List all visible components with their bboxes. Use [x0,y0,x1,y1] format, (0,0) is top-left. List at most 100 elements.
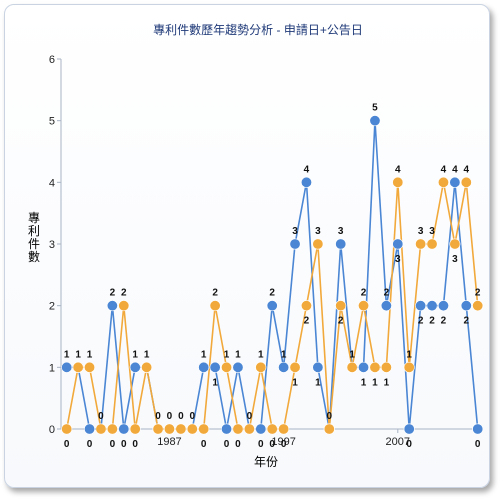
data-label: 2 [464,316,470,327]
data-point-series-2 [175,423,187,435]
data-label: 1 [406,349,412,360]
data-label: 3 [338,226,344,237]
data-point-series-2 [198,423,210,435]
data-point-series-2 [72,361,84,373]
data-point-series-2 [243,423,255,435]
data-point-series-1 [335,238,347,250]
data-label: 0 [475,439,481,450]
data-label: 1 [87,349,93,360]
y-tick-label: 4 [49,177,55,189]
data-point-series-1 [403,423,415,435]
data-label: 3 [418,226,424,237]
series-points [61,115,484,435]
data-label: 0 [201,439,207,450]
data-point-series-2 [323,423,335,435]
data-label: 1 [372,377,378,388]
data-point-series-2 [472,300,484,312]
data-label: 2 [418,316,424,327]
data-point-series-2 [437,176,449,188]
data-point-series-1 [369,115,381,127]
y-tick-label: 1 [49,362,55,374]
data-label: 1 [281,349,287,360]
data-point-series-1 [129,361,141,373]
data-label: 3 [429,226,435,237]
data-label: 0 [281,439,287,450]
data-label: 1 [361,377,367,388]
data-point-series-2 [95,423,107,435]
data-point-series-1 [300,176,312,188]
data-label: 2 [384,288,390,299]
y-tick-label: 6 [49,54,55,66]
chart-axes: 0 1 2 3 4 5 6 1987 1997 2007 [49,54,472,448]
data-label: 0 [247,411,253,422]
data-point-series-1 [278,361,290,373]
data-point-series-1 [106,300,118,312]
data-label: 4 [304,164,310,175]
data-label: 3 [452,254,458,265]
data-label: 2 [475,288,481,299]
series-line-1 [66,120,479,430]
data-point-series-1 [84,423,96,435]
data-label: 2 [212,288,218,299]
data-label: 1 [258,349,264,360]
data-point-series-2 [403,361,415,373]
data-label: 1 [315,377,321,388]
data-point-series-2 [449,238,461,250]
data-label: 1 [64,349,70,360]
data-point-series-1 [209,361,221,373]
x-axis-title: 年份 [254,455,278,469]
series-lines [65,120,479,430]
data-label: 2 [429,316,435,327]
data-point-series-2 [129,423,141,435]
data-label: 3 [292,226,298,237]
data-label: 2 [441,316,447,327]
data-label: 1 [235,349,241,360]
data-point-series-2 [186,423,198,435]
data-point-series-2 [141,361,153,373]
data-point-series-1 [415,300,427,312]
data-label: 0 [327,411,333,422]
data-point-series-2 [300,300,312,312]
x-tick-label: 1997 [271,436,295,448]
data-point-series-1 [289,238,301,250]
data-point-series-2 [152,423,164,435]
data-label: 4 [395,164,401,175]
chart-title: 專利件數歷年趨勢分析 - 申請日+公告日 [153,22,363,37]
data-label: 4 [464,164,470,175]
data-label: 2 [110,288,116,299]
data-point-series-2 [221,361,233,373]
data-point-series-1 [118,423,130,435]
data-point-series-2 [358,300,370,312]
data-label: 0 [235,439,241,450]
data-point-series-2 [278,423,290,435]
data-point-series-1 [266,300,278,312]
data-point-series-2 [426,238,438,250]
data-label: 2 [269,288,275,299]
data-label: 1 [144,349,150,360]
y-tick-label: 0 [49,424,55,436]
data-point-series-2 [255,361,267,373]
data-label: 0 [224,439,230,450]
data-point-series-1 [426,300,438,312]
y-tick-label: 5 [49,116,55,128]
data-point-series-1 [460,300,472,312]
data-label: 0 [406,439,412,450]
data-label: 0 [87,439,93,450]
data-point-series-1 [198,361,210,373]
data-point-series-1 [232,361,244,373]
data-label: 0 [190,411,196,422]
data-point-series-1 [380,300,392,312]
data-point-series-2 [415,238,427,250]
data-point-series-2 [118,300,130,312]
data-point-series-2 [266,423,278,435]
data-label: 1 [224,349,230,360]
data-label: 0 [258,439,264,450]
data-point-series-1 [221,423,233,435]
data-label: 5 [372,103,378,114]
data-point-series-1 [255,423,267,435]
data-point-series-2 [380,361,392,373]
data-label: 4 [441,164,447,175]
data-point-series-2 [392,176,404,188]
